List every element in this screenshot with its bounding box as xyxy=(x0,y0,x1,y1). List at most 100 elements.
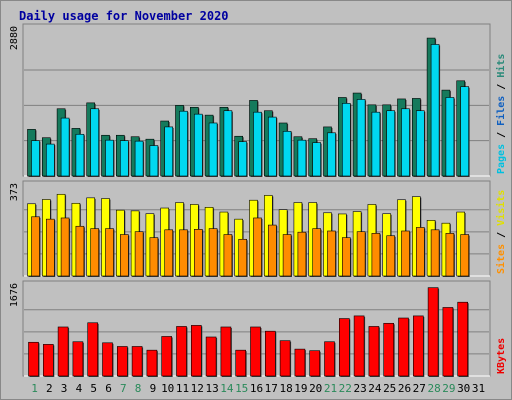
bar-kbytes-day-10 xyxy=(161,336,173,377)
chart-panels: 2880 Pages / Files / Hits 373 Sites / Visit… xyxy=(9,23,507,377)
bar-sites-day-5 xyxy=(90,228,100,277)
bar-files-day-27 xyxy=(415,110,426,177)
day-label: 30 xyxy=(457,382,470,395)
panel-top: 2880 Pages / Files / Hits xyxy=(9,23,507,177)
bar-sites-day-22 xyxy=(341,237,352,277)
bar-files-day-15 xyxy=(238,141,248,177)
bar-sites-day-2 xyxy=(45,218,56,277)
bar-kbytes-day-8 xyxy=(131,346,144,377)
bar-sites-day-30 xyxy=(460,234,470,277)
bar-files-day-18 xyxy=(282,131,293,177)
bar-kbytes-day-5 xyxy=(87,322,99,377)
day-label: 2 xyxy=(46,382,53,395)
legend-entry: Files xyxy=(495,96,507,126)
bar-files-day-9 xyxy=(149,145,159,177)
day-label: 25 xyxy=(383,382,396,395)
bar-kbytes-day-4 xyxy=(72,341,84,377)
legend-entry: Hits xyxy=(495,54,507,78)
bar-kbytes-day-15 xyxy=(235,349,247,377)
bar-files-day-23 xyxy=(356,99,367,177)
bar-kbytes-day-28 xyxy=(427,287,440,377)
day-label: 26 xyxy=(398,382,411,395)
bar-kbytes-day-14 xyxy=(220,326,232,377)
bar-kbytes-day-7 xyxy=(117,346,129,377)
panel-mid: 373 Sites / Visits xyxy=(9,180,507,277)
bar-kbytes-day-9 xyxy=(146,349,158,377)
bar-files-day-21 xyxy=(327,132,337,177)
bar-kbytes-day-30 xyxy=(457,301,469,377)
bar-files-day-4 xyxy=(75,133,85,177)
bar-sites-day-8 xyxy=(134,231,145,277)
bar-files-day-14 xyxy=(223,110,233,177)
bar-kbytes-day-13 xyxy=(205,336,218,377)
bar-files-day-26 xyxy=(401,108,411,177)
bar-sites-day-9 xyxy=(149,237,159,277)
day-label: 12 xyxy=(191,382,204,395)
day-label: 18 xyxy=(279,382,292,395)
bar-sites-day-29 xyxy=(445,233,455,277)
bar-sites-day-19 xyxy=(297,231,307,277)
bar-sites-day-25 xyxy=(386,235,396,277)
bar-kbytes-day-1 xyxy=(28,341,40,377)
bar-files-day-13 xyxy=(208,122,219,177)
day-label: 3 xyxy=(61,382,68,395)
day-label: 13 xyxy=(205,382,218,395)
bar-files-day-5 xyxy=(90,108,100,177)
day-label: 10 xyxy=(161,382,174,395)
legend-entry: Pages xyxy=(496,144,507,174)
bar-files-day-20 xyxy=(312,142,322,177)
bar-sites-day-21 xyxy=(327,230,337,277)
day-label: 8 xyxy=(135,382,142,395)
bar-sites-day-18 xyxy=(282,234,293,277)
bar-sites-day-6 xyxy=(105,228,115,277)
bar-sites-day-14 xyxy=(223,234,233,277)
bar-files-day-6 xyxy=(105,139,115,177)
day-label: 15 xyxy=(235,382,248,395)
series-files xyxy=(31,44,470,177)
bar-sites-day-7 xyxy=(120,234,130,277)
bar-kbytes-day-20 xyxy=(309,350,321,377)
bar-sites-day-27 xyxy=(415,227,426,277)
y-max-label: 2880 xyxy=(9,26,20,50)
y-max-label: 1676 xyxy=(9,283,20,307)
bar-kbytes-day-17 xyxy=(264,330,277,377)
bar-files-day-22 xyxy=(341,103,352,177)
day-label: 22 xyxy=(339,382,352,395)
day-label: 24 xyxy=(368,382,382,395)
bar-sites-day-28 xyxy=(430,229,441,277)
bar-sites-day-17 xyxy=(267,224,278,277)
bar-files-day-12 xyxy=(194,113,204,177)
day-label: 21 xyxy=(324,382,337,395)
day-label: 9 xyxy=(150,382,157,395)
bar-sites-day-10 xyxy=(164,229,174,277)
legend-entry: / xyxy=(496,78,507,96)
day-label: 17 xyxy=(265,382,278,395)
bar-kbytes-day-6 xyxy=(102,342,114,377)
series-kbytes xyxy=(28,287,469,377)
bar-kbytes-day-18 xyxy=(279,340,292,377)
bar-kbytes-day-29 xyxy=(442,307,454,377)
day-label: 29 xyxy=(442,382,455,395)
day-label: 31 xyxy=(472,382,485,395)
bar-files-day-19 xyxy=(297,139,307,177)
bar-sites-day-11 xyxy=(179,229,189,277)
bar-sites-day-26 xyxy=(401,230,411,277)
legend-entry: / xyxy=(496,126,507,144)
day-label: 19 xyxy=(294,382,307,395)
bar-files-day-7 xyxy=(120,140,130,177)
bar-sites-day-23 xyxy=(356,231,367,277)
series-sites xyxy=(31,216,470,277)
day-label: 23 xyxy=(353,382,366,395)
bar-files-day-8 xyxy=(134,140,145,177)
day-label: 20 xyxy=(309,382,322,395)
bar-files-day-29 xyxy=(445,97,455,177)
bar-kbytes-day-21 xyxy=(324,341,336,377)
bar-kbytes-day-25 xyxy=(383,322,395,377)
day-label: 7 xyxy=(120,382,127,395)
day-label: 14 xyxy=(220,382,234,395)
legend-entry: KBytes xyxy=(496,338,507,374)
bar-sites-day-15 xyxy=(238,238,248,277)
panel-bottom: 1676 KBytes xyxy=(9,280,507,377)
bar-files-day-1 xyxy=(31,140,41,177)
